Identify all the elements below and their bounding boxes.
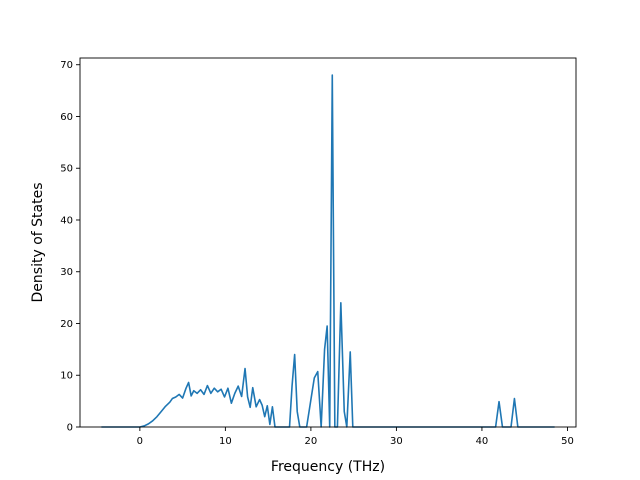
y-tick-label: 50 [60, 164, 73, 175]
x-tick-label: 30 [390, 436, 403, 447]
x-axis-label: Frequency (THz) [271, 459, 385, 475]
y-tick-label: 0 [67, 423, 73, 434]
x-tick-label: 40 [476, 436, 489, 447]
y-tick-label: 10 [60, 371, 73, 382]
x-tick-label: 0 [137, 436, 143, 447]
y-tick-label: 70 [60, 60, 73, 71]
x-tick-label: 20 [305, 436, 318, 447]
axes-frame [79, 57, 577, 428]
y-tick-label: 40 [60, 215, 73, 226]
y-tick-label: 30 [60, 267, 73, 278]
axes: 0 10 20 30 40 50 0 10 20 30 40 50 60 70 [60, 57, 577, 447]
y-tick-label: 60 [60, 112, 73, 123]
plot-area [101, 74, 555, 428]
y-axis-label: Density of States [30, 183, 46, 303]
x-tick-label: 50 [561, 436, 574, 447]
y-tick-label: 20 [60, 319, 73, 330]
x-tick-label: 10 [219, 436, 232, 447]
series-line-0 [101, 74, 555, 428]
